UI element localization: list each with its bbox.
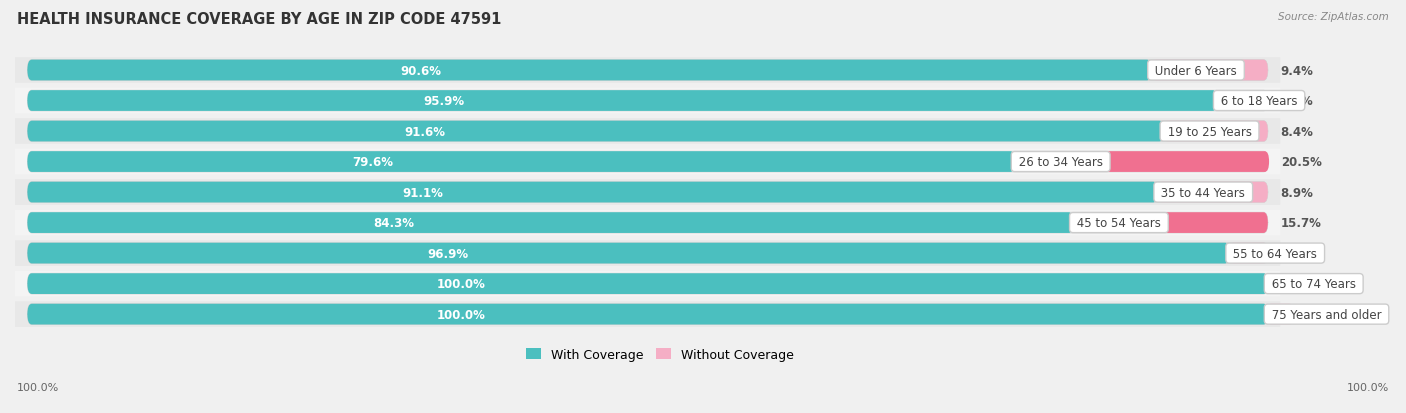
- Text: 100.0%: 100.0%: [17, 382, 59, 392]
- FancyBboxPatch shape: [15, 180, 1281, 205]
- Text: 8.9%: 8.9%: [1281, 186, 1313, 199]
- Text: 79.6%: 79.6%: [353, 156, 394, 169]
- Text: 0.0%: 0.0%: [1305, 278, 1337, 290]
- Text: 26 to 34 Years: 26 to 34 Years: [1015, 156, 1107, 169]
- FancyBboxPatch shape: [15, 58, 1281, 83]
- FancyBboxPatch shape: [27, 273, 1268, 294]
- Text: Under 6 Years: Under 6 Years: [1152, 64, 1240, 77]
- FancyBboxPatch shape: [27, 182, 1157, 203]
- FancyBboxPatch shape: [27, 152, 1015, 173]
- Text: 75 Years and older: 75 Years and older: [1268, 308, 1385, 321]
- Text: 55 to 64 Years: 55 to 64 Years: [1229, 247, 1322, 260]
- Text: 100.0%: 100.0%: [437, 278, 486, 290]
- Text: 35 to 44 Years: 35 to 44 Years: [1157, 186, 1249, 199]
- FancyBboxPatch shape: [1268, 273, 1292, 294]
- FancyBboxPatch shape: [15, 271, 1281, 297]
- Text: 4.1%: 4.1%: [1281, 95, 1313, 108]
- Text: 65 to 74 Years: 65 to 74 Years: [1268, 278, 1360, 290]
- FancyBboxPatch shape: [27, 273, 1268, 294]
- FancyBboxPatch shape: [27, 243, 1229, 264]
- Text: 45 to 54 Years: 45 to 54 Years: [1073, 216, 1164, 230]
- FancyBboxPatch shape: [15, 119, 1281, 145]
- Text: 100.0%: 100.0%: [437, 308, 486, 321]
- FancyBboxPatch shape: [27, 60, 1152, 81]
- FancyBboxPatch shape: [1152, 60, 1268, 81]
- Text: 15.7%: 15.7%: [1281, 216, 1322, 230]
- FancyBboxPatch shape: [27, 91, 1268, 112]
- Text: 91.6%: 91.6%: [405, 125, 446, 138]
- FancyBboxPatch shape: [1268, 304, 1292, 325]
- FancyBboxPatch shape: [27, 304, 1268, 325]
- FancyBboxPatch shape: [1229, 243, 1268, 264]
- Text: 90.6%: 90.6%: [401, 64, 441, 77]
- FancyBboxPatch shape: [15, 88, 1281, 114]
- FancyBboxPatch shape: [15, 150, 1281, 175]
- Text: 3.1%: 3.1%: [1281, 247, 1313, 260]
- Text: 0.0%: 0.0%: [1305, 308, 1337, 321]
- FancyBboxPatch shape: [27, 152, 1268, 173]
- Text: 20.5%: 20.5%: [1281, 156, 1323, 169]
- FancyBboxPatch shape: [27, 213, 1268, 233]
- Legend: With Coverage, Without Coverage: With Coverage, Without Coverage: [522, 343, 799, 366]
- FancyBboxPatch shape: [1073, 213, 1268, 233]
- Text: Source: ZipAtlas.com: Source: ZipAtlas.com: [1278, 12, 1389, 22]
- Text: HEALTH INSURANCE COVERAGE BY AGE IN ZIP CODE 47591: HEALTH INSURANCE COVERAGE BY AGE IN ZIP …: [17, 12, 502, 27]
- Text: 19 to 25 Years: 19 to 25 Years: [1164, 125, 1256, 138]
- Text: 9.4%: 9.4%: [1281, 64, 1313, 77]
- FancyBboxPatch shape: [27, 60, 1268, 81]
- FancyBboxPatch shape: [15, 241, 1281, 266]
- FancyBboxPatch shape: [27, 182, 1268, 203]
- FancyBboxPatch shape: [27, 304, 1268, 325]
- FancyBboxPatch shape: [15, 301, 1281, 327]
- Text: 100.0%: 100.0%: [1347, 382, 1389, 392]
- FancyBboxPatch shape: [15, 210, 1281, 236]
- FancyBboxPatch shape: [27, 91, 1218, 112]
- Text: 96.9%: 96.9%: [427, 247, 468, 260]
- FancyBboxPatch shape: [27, 121, 1268, 142]
- FancyBboxPatch shape: [27, 121, 1164, 142]
- Text: 8.4%: 8.4%: [1281, 125, 1313, 138]
- FancyBboxPatch shape: [1157, 182, 1268, 203]
- FancyBboxPatch shape: [1015, 152, 1270, 173]
- FancyBboxPatch shape: [1164, 121, 1268, 142]
- FancyBboxPatch shape: [1218, 91, 1268, 112]
- FancyBboxPatch shape: [27, 213, 1073, 233]
- Text: 95.9%: 95.9%: [423, 95, 464, 108]
- Text: 6 to 18 Years: 6 to 18 Years: [1218, 95, 1301, 108]
- FancyBboxPatch shape: [27, 243, 1268, 264]
- Text: 91.1%: 91.1%: [402, 186, 443, 199]
- Text: 84.3%: 84.3%: [373, 216, 413, 230]
